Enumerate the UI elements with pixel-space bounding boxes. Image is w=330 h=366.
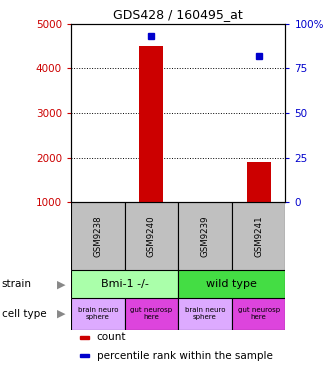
Text: gut neurosp
here: gut neurosp here: [238, 307, 280, 320]
Bar: [80, 336, 89, 339]
Text: GSM9238: GSM9238: [93, 216, 102, 257]
Bar: [232, 202, 285, 270]
Text: brain neuro
sphere: brain neuro sphere: [78, 307, 118, 320]
Text: wild type: wild type: [206, 279, 257, 289]
Text: count: count: [97, 332, 126, 342]
Bar: [80, 354, 89, 357]
Bar: [178, 202, 232, 270]
Text: percentile rank within the sample: percentile rank within the sample: [97, 351, 273, 361]
Bar: [178, 270, 285, 298]
Text: cell type: cell type: [2, 309, 46, 319]
Text: gut neurosp
here: gut neurosp here: [130, 307, 173, 320]
Bar: [125, 202, 178, 270]
Text: GSM9241: GSM9241: [254, 216, 263, 257]
Text: ▶: ▶: [57, 279, 65, 289]
Bar: [232, 298, 285, 330]
Bar: [139, 46, 163, 202]
Bar: [247, 162, 271, 202]
Text: strain: strain: [2, 279, 32, 289]
Text: ▶: ▶: [57, 309, 65, 319]
Bar: [71, 270, 178, 298]
Text: brain neuro
sphere: brain neuro sphere: [185, 307, 225, 320]
Title: GDS428 / 160495_at: GDS428 / 160495_at: [113, 8, 243, 21]
Bar: [125, 298, 178, 330]
Text: GSM9239: GSM9239: [201, 216, 210, 257]
Bar: [71, 202, 125, 270]
Bar: [178, 298, 232, 330]
Bar: [71, 298, 125, 330]
Text: Bmi-1 -/-: Bmi-1 -/-: [101, 279, 148, 289]
Text: GSM9240: GSM9240: [147, 216, 156, 257]
